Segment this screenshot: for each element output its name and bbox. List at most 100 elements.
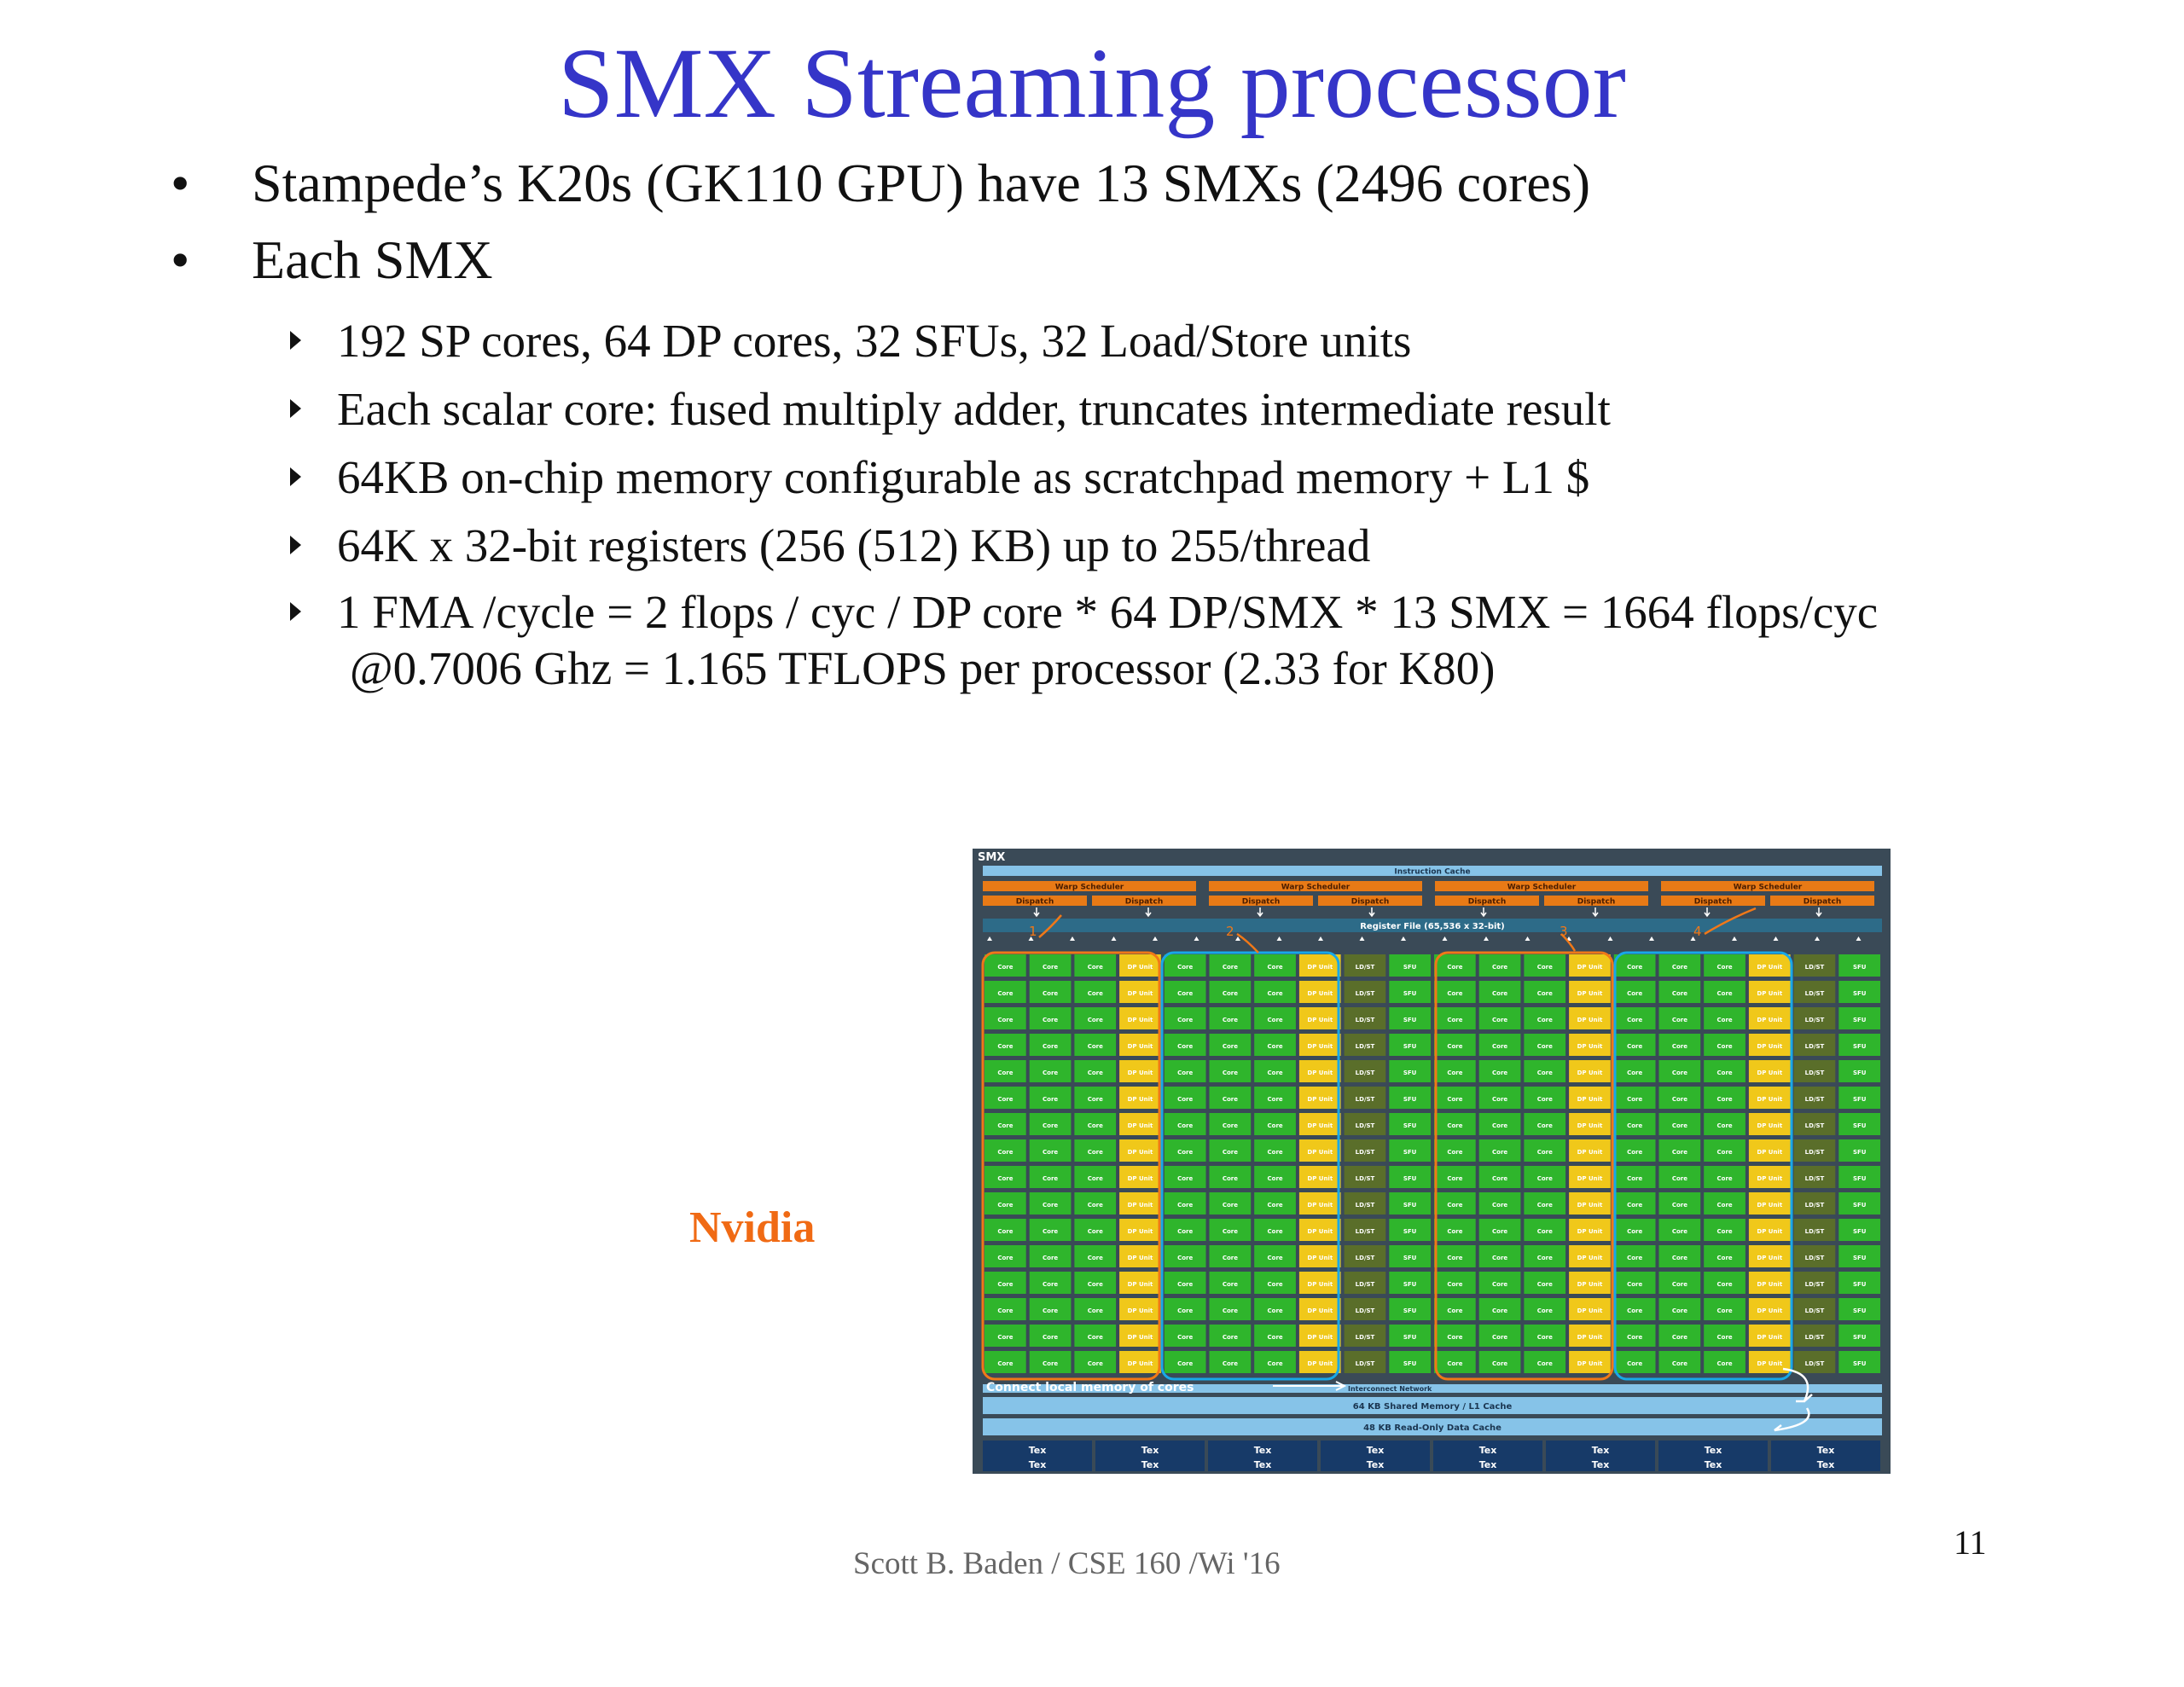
slide-title: SMX Streaming processor [558,27,1626,139]
dp-unit-cell [1569,1192,1611,1215]
unit-label: DP Unit [1757,1360,1782,1367]
unit-label: DP Unit [1307,1202,1333,1209]
triangle-bullet-icon [290,602,301,621]
unit-label: DP Unit [1757,1043,1782,1050]
core-cell [1254,1087,1296,1109]
unit-label: Core [1447,1017,1462,1023]
warp-scheduler [1209,881,1422,891]
core-cell [1524,1272,1566,1294]
unit-label: Core [1223,1228,1238,1235]
core-cell [1524,1034,1566,1056]
core-cell [1524,1139,1566,1162]
core-cell [1164,1087,1206,1109]
unit-label: Core [1088,1228,1103,1235]
core-cell [1434,1219,1476,1241]
dispatch-arrow-icon [1815,907,1822,918]
dp-unit-cell [1298,1034,1341,1056]
unit-label: Core [1672,990,1687,997]
unit-label: Core [1177,990,1193,997]
dp-unit-cell [1569,1272,1611,1294]
dp-unit-cell [1298,1166,1341,1188]
unit-label: Core [1492,1070,1507,1076]
unit-label: DP Unit [1577,1281,1603,1288]
unit-label: DP Unit [1128,1228,1153,1235]
register-arrow-icon [1153,936,1158,941]
dp-unit-cell [1748,1245,1791,1267]
unit-label: Core [1492,1202,1507,1209]
unit-label: Core [1447,1281,1462,1288]
tex-unit [1433,1441,1542,1471]
dp-unit-cell [1119,1245,1161,1267]
unit-label: Core [1492,1043,1507,1050]
dp-unit-cell [1119,1325,1161,1347]
unit-label: Core [997,1307,1013,1314]
core-cell [1658,1087,1701,1109]
core-cell [1613,1245,1656,1267]
sub-bullet-text: 64KB on-chip memory configurable as scra… [337,451,1590,503]
core-cell [1658,1060,1701,1082]
core-cell [1478,1192,1521,1215]
register-arrow-icon [1028,936,1034,941]
dispatch-arrows [987,907,1862,941]
core-cell [1704,1245,1745,1267]
core-cell [1074,954,1117,977]
unit-label: Core [1717,1122,1733,1129]
unit-label: DP Unit [1307,1122,1333,1129]
core-cell [985,1219,1026,1241]
tex-label: Tex [1254,1459,1272,1470]
unit-label: DP Unit [1757,964,1782,971]
unit-label: Core [1672,1070,1687,1076]
ld-st-cell [1793,981,1836,1003]
unit-label: Core [997,1175,1013,1182]
warp-scheduler-label: Warp Scheduler [1281,884,1350,892]
unit-label: Core [1088,1149,1103,1156]
core-cell [1164,1034,1206,1056]
triangle-bullet-icon [290,399,301,418]
core-cell [1658,1007,1701,1029]
core-cell [1074,1272,1117,1294]
sfu-cell [1389,1034,1431,1056]
dispatch-label: Dispatch [1694,898,1732,907]
unit-label: Core [997,1017,1013,1023]
unit-label: Core [1537,1281,1553,1288]
ld-st-cell [1344,1087,1386,1109]
unit-label: Core [1177,1175,1193,1182]
unit-label: Core [1492,1334,1507,1341]
unit-label: SFU [1403,990,1417,997]
dp-unit-cell [1298,1060,1341,1082]
bullet-dot: • [171,229,190,290]
dp-unit-cell [1748,1113,1791,1135]
unit-label: SFU [1403,1360,1417,1367]
annotation-arrows [1038,907,1757,954]
core-cell [985,1298,1026,1320]
core-cell [1254,1298,1296,1320]
core-cell [1029,1060,1072,1082]
sfu-cell [1838,954,1880,977]
core-cell [1658,1113,1701,1135]
unit-label: Core [1672,1122,1687,1129]
core-cell [1074,1034,1117,1056]
ld-st-cell [1793,1060,1836,1082]
sfu-cell [1389,1087,1431,1109]
unit-label: DP Unit [1577,1228,1603,1235]
dispatch-arrow-icon [1592,907,1599,918]
unit-label: Core [1043,1334,1058,1341]
unit-label: Core [1088,1017,1103,1023]
unit-label: Core [997,1281,1013,1288]
unit-label: Core [1447,1149,1462,1156]
register-arrow-icon [987,936,992,941]
core-cell [1434,1245,1476,1267]
unit-label: Core [1223,1096,1238,1103]
unit-label: Core [1268,990,1283,997]
core-cell [1704,1192,1745,1215]
image-caption: Nvidia [689,1203,816,1252]
annotation-arrow-icon [1273,1381,1347,1391]
unit-label: DP Unit [1577,1307,1603,1314]
core-cell [1029,1192,1072,1215]
bullet-dot: • [171,153,190,213]
core-cell [1254,981,1296,1003]
curved-arrow-icon [1782,1367,1813,1403]
unit-label: SFU [1853,1149,1867,1156]
core-cell [1613,1087,1656,1109]
core-cell [1029,954,1072,977]
